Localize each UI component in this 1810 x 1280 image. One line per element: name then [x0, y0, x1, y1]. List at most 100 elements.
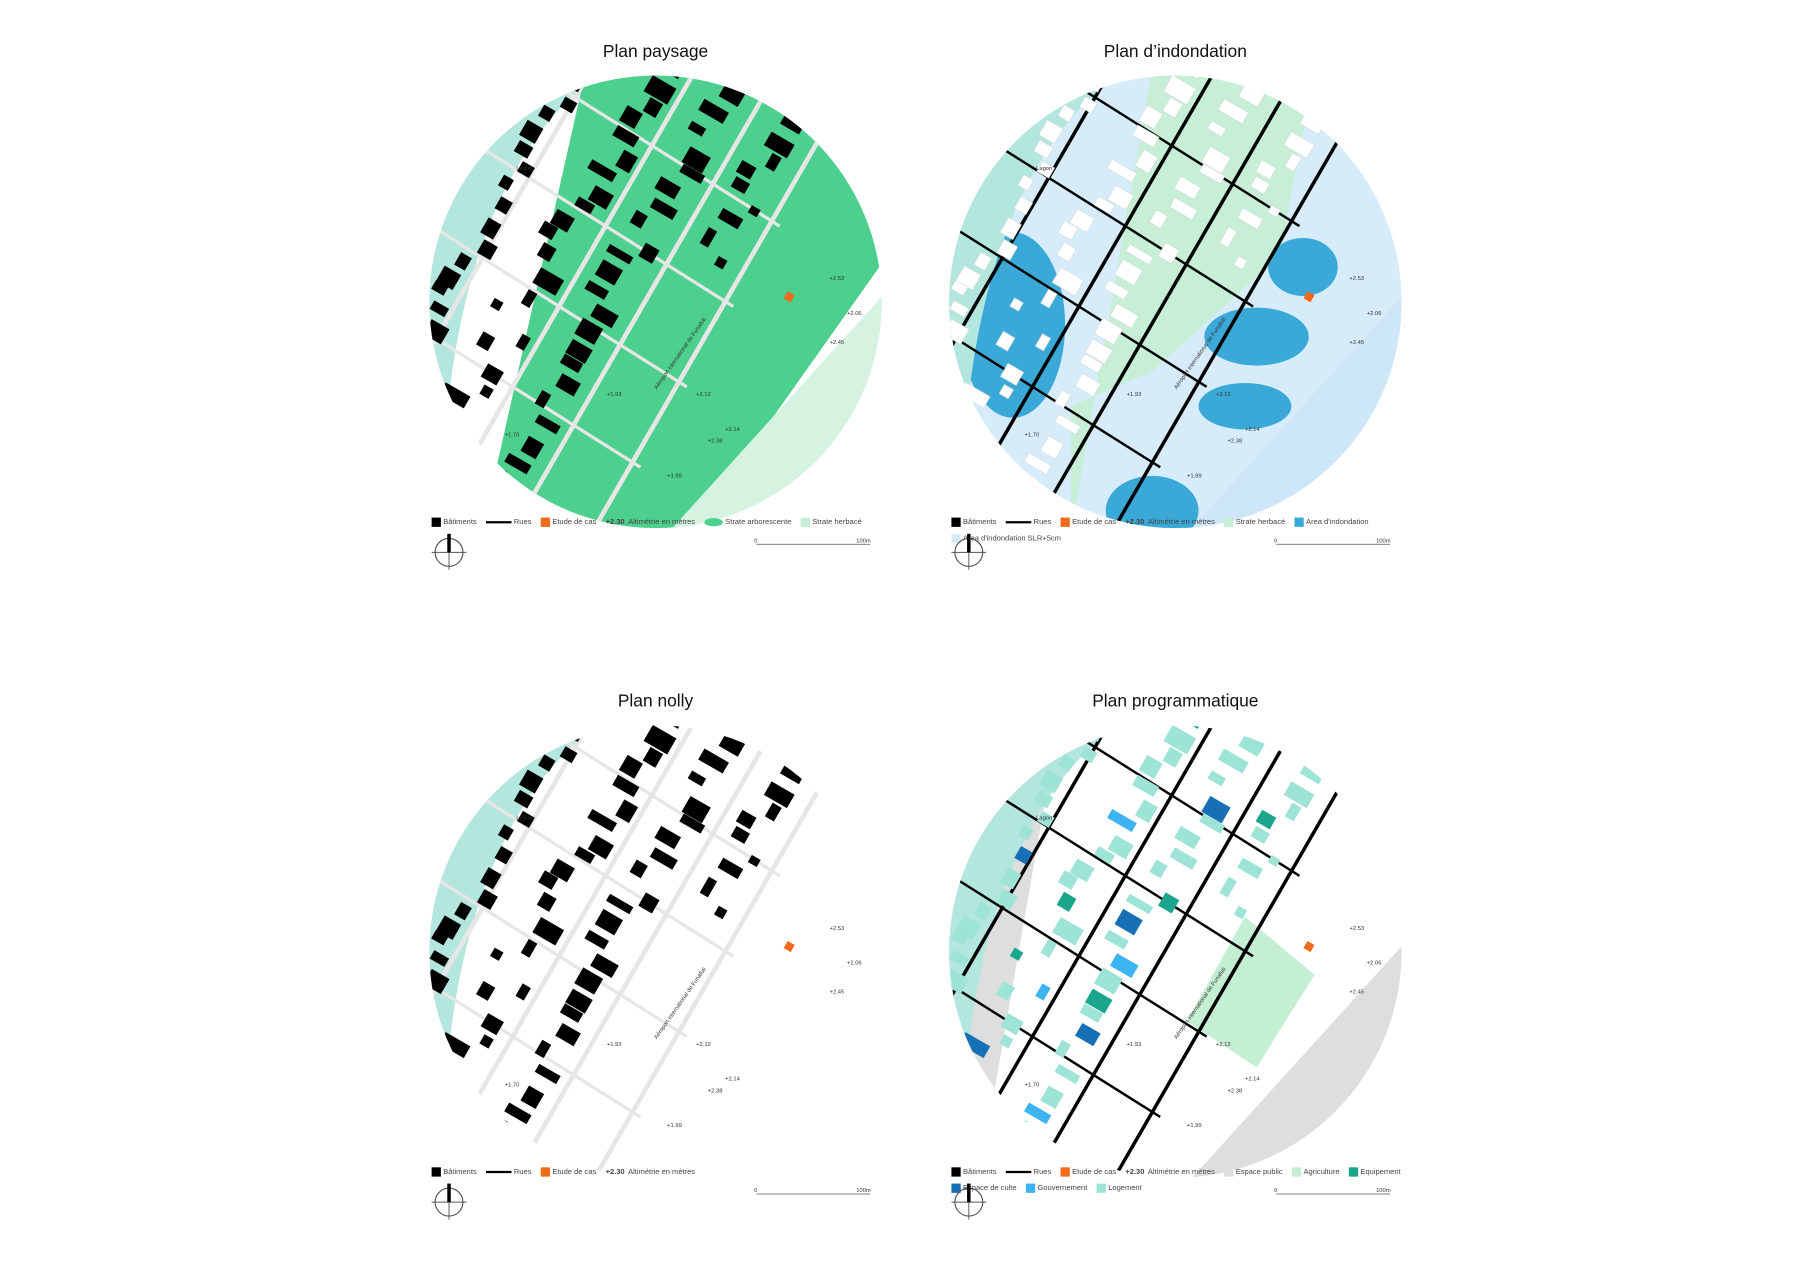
building: [1039, 435, 1065, 460]
building: [565, 988, 593, 1014]
building: [1000, 1013, 1024, 1036]
building: [1238, 733, 1265, 757]
building: [718, 83, 746, 108]
building: [574, 196, 596, 215]
map-label: +1.70: [505, 1082, 520, 1088]
building: [454, 901, 472, 921]
map-label: Lagon: [1036, 166, 1052, 172]
map-label: +2.06: [847, 961, 862, 967]
building: [1114, 258, 1144, 287]
building: [1107, 184, 1135, 211]
building: [1054, 413, 1081, 435]
building: [600, 667, 623, 689]
legend-swatch: [540, 517, 551, 527]
road: [429, 304, 642, 469]
building: [504, 452, 532, 475]
building: [1104, 929, 1129, 950]
building: [1009, 297, 1024, 312]
legend-label: Etude de cas: [552, 1167, 596, 1176]
map-label: +2.38: [1228, 1088, 1243, 1094]
map-label: +2.12: [696, 1042, 711, 1048]
legend-sample: +2.30: [606, 517, 625, 526]
building: [1114, 908, 1143, 936]
building: [734, 693, 766, 721]
compass-north: [447, 1183, 451, 1203]
building: [717, 207, 744, 230]
building: [999, 1034, 1014, 1049]
building: [654, 176, 682, 200]
building: [735, 160, 757, 180]
building: [476, 889, 498, 911]
compass-north: [967, 533, 971, 553]
building: [1109, 953, 1139, 978]
map-label: +2.38: [1228, 439, 1243, 445]
legend-swatch: [431, 1167, 441, 1177]
building: [532, 916, 565, 946]
north-arrow: [431, 533, 467, 570]
legend-label: Etude de cas: [1072, 1167, 1116, 1176]
building: [1051, 266, 1085, 297]
building: [949, 1069, 961, 1095]
building: [1079, 353, 1104, 374]
building: [504, 1102, 532, 1125]
scale-label: 100m: [1376, 1188, 1391, 1194]
building: [681, 795, 711, 824]
building: [949, 419, 961, 446]
building: [559, 1003, 584, 1023]
building: [594, 259, 623, 286]
building: [718, 733, 746, 757]
legend-label: Etude de cas: [552, 517, 596, 526]
map-label: +1.70: [505, 433, 520, 439]
building: [1255, 159, 1277, 181]
map-label: +2.53: [1349, 926, 1364, 932]
building: [574, 846, 596, 864]
building: [494, 846, 513, 865]
airport: [667, 290, 882, 529]
legend-swatch: [704, 518, 723, 527]
building: [899, 386, 921, 404]
flood-area: [1105, 475, 1199, 529]
building: [785, 75, 807, 90]
building: [779, 762, 805, 785]
building: [649, 197, 678, 221]
case-study: [1303, 291, 1315, 303]
building: [1093, 195, 1116, 215]
building: [618, 105, 643, 130]
building: [957, 1055, 974, 1070]
building: [1000, 362, 1025, 386]
building: [1131, 124, 1160, 148]
building: [646, 668, 674, 692]
building: [730, 176, 751, 195]
building: [646, 18, 674, 42]
building: [1134, 149, 1159, 174]
building: [394, 350, 409, 367]
panel-title: Plan d’indondation: [1104, 41, 1247, 61]
building: [1040, 288, 1058, 309]
building: [1052, 916, 1084, 946]
building: [1094, 967, 1123, 995]
building: [480, 363, 504, 386]
building: [431, 280, 449, 296]
building: [429, 461, 447, 491]
road: [494, 75, 801, 529]
building: [1283, 781, 1315, 809]
building: [1132, 648, 1151, 666]
scale-label: 100m: [856, 538, 871, 544]
building: [698, 748, 729, 774]
building: [520, 938, 538, 958]
building: [1013, 195, 1034, 216]
road: [429, 725, 660, 1129]
building: [1120, 17, 1143, 39]
building: [1219, 876, 1237, 898]
north-arrow: [431, 1183, 467, 1220]
building: [1199, 813, 1225, 834]
building: [358, 1075, 383, 1098]
building: [479, 384, 494, 399]
building: [1006, 486, 1040, 516]
map-label: +1.93: [607, 392, 622, 398]
